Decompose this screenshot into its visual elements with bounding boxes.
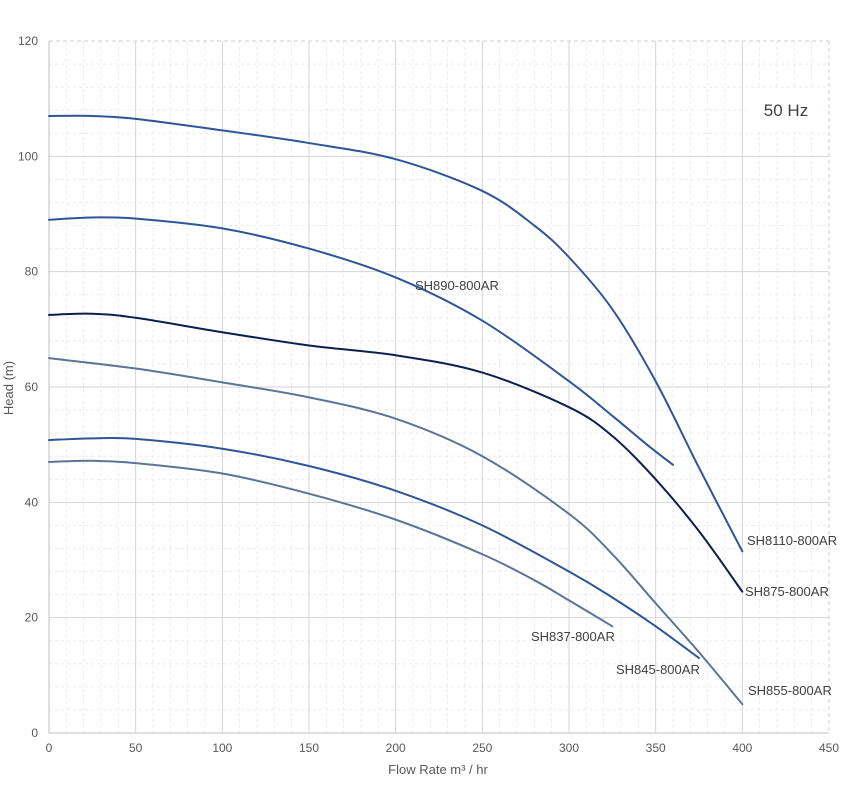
series-label-sh837-800ar: SH837-800AR <box>531 629 615 644</box>
series-line-sh837-800ar <box>48 459 614 628</box>
series-label-sh8110-800ar: SH8110-800AR <box>747 533 837 548</box>
y-axis-title: Head (m) <box>1 361 16 415</box>
x-axis-title: Flow Rate m³ / hr <box>388 762 488 777</box>
series-label-sh855-800ar: SH855-800AR <box>748 683 832 698</box>
y-tick-label: 80 <box>25 265 39 279</box>
x-tick-label: 100 <box>212 741 232 755</box>
series-line-sh8110-800ar <box>48 114 744 553</box>
x-tick-label: 50 <box>129 741 143 755</box>
series-label-sh890-800ar: SH890-800AR <box>415 278 499 293</box>
frequency-label: 50 Hz <box>764 101 808 120</box>
x-tick-label: 400 <box>732 741 752 755</box>
x-tick-label: 200 <box>386 741 406 755</box>
x-tick-label: 250 <box>472 741 492 755</box>
series-line-sh845-800ar <box>48 436 700 660</box>
y-tick-label: 60 <box>25 380 39 394</box>
series-line-sh890-800ar <box>48 216 674 466</box>
series-label-sh845-800ar: SH845-800AR <box>616 662 700 677</box>
y-tick-label: 120 <box>18 34 38 48</box>
series-label-sh875-800ar: SH875-800AR <box>745 584 829 599</box>
y-tick-label: 20 <box>25 611 39 625</box>
series-line-sh855-800ar <box>48 357 744 706</box>
y-tick-label: 100 <box>18 149 38 163</box>
series-line-sh875-800ar <box>48 312 744 593</box>
x-tick-label: 0 <box>46 741 53 755</box>
series-labels: SH8110-800AR SH890-800AR SH875-800AR SH855-… <box>415 278 837 698</box>
x-tick-label: 450 <box>819 741 839 755</box>
frequency-label-box <box>748 88 822 132</box>
major-gridlines <box>48 40 830 734</box>
x-tick-label: 350 <box>646 741 666 755</box>
x-tick-label: 300 <box>559 741 579 755</box>
y-tick-label: 40 <box>25 495 39 509</box>
series-lines <box>48 114 744 706</box>
tick-labels: 0 50 100 150 200 250 300 350 400 450 0 20 40 60 80 100 1… <box>18 34 839 755</box>
x-tick-label: 150 <box>299 741 319 755</box>
y-tick-label: 0 <box>31 726 38 740</box>
